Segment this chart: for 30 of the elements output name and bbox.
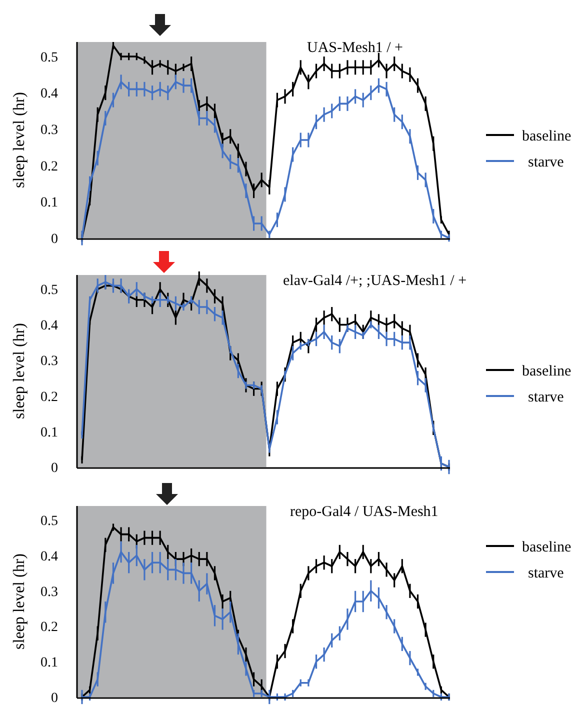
y-axis-title: sleep level (hr) [11, 92, 28, 188]
chart-title: elav-Gal4 /+; ;UAS-Mesh1 / + [283, 273, 467, 289]
legend-label: baseline [522, 363, 572, 380]
y-tick-label: 0.4 [40, 318, 58, 334]
y-tick-label: 0 [51, 460, 58, 476]
legend-label: starve [528, 565, 564, 582]
legend-label: starve [528, 154, 564, 170]
y-tick-label: 0.3 [40, 354, 58, 370]
y-axis-title: sleep level (hr) [11, 323, 28, 419]
y-tick-label: 0.5 [40, 514, 58, 530]
chart-title: repo-Gal4 / UAS-Mesh1 [290, 504, 438, 520]
y-tick-label: 0.2 [40, 159, 58, 174]
y-tick-label: 0 [51, 232, 58, 247]
chart-title: UAS-Mesh1 / + [307, 40, 403, 56]
legend-label: baseline [522, 539, 572, 556]
y-tick-label: 0.3 [40, 584, 58, 600]
y-tick-label: 0.5 [40, 283, 58, 298]
y-tick-label: 0.2 [40, 390, 58, 405]
y-tick-label: 0.4 [40, 549, 58, 564]
y-tick-label: 0.1 [40, 196, 58, 211]
y-tick-label: 0.2 [40, 620, 58, 636]
y-tick-label: 0.3 [40, 123, 58, 138]
y-tick-label: 0.4 [40, 86, 58, 102]
legend-label: starve [528, 389, 564, 406]
y-axis-title: sleep level (hr) [11, 554, 28, 650]
y-tick-label: 0 [51, 690, 58, 706]
y-tick-label: 0.5 [40, 50, 58, 66]
y-tick-label: 0.1 [40, 425, 58, 440]
y-tick-label: 0.1 [40, 656, 58, 671]
legend-label: baseline [522, 128, 572, 144]
